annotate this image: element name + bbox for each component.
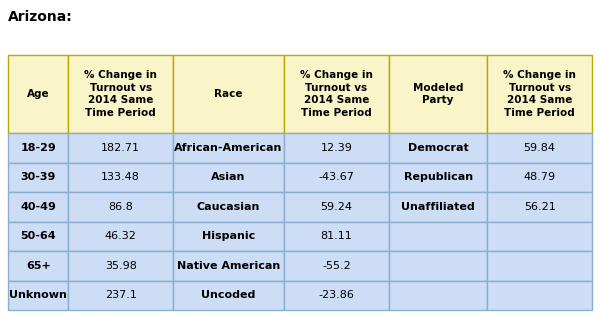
Bar [173, 251, 284, 280]
Bar [284, 222, 389, 251]
Bar [284, 280, 389, 310]
Bar [68, 162, 173, 192]
Text: 81.11: 81.11 [320, 231, 352, 241]
Text: 59.84: 59.84 [524, 143, 556, 153]
Text: 65+: 65+ [26, 261, 50, 271]
Bar [389, 192, 487, 222]
Bar [173, 192, 284, 222]
Bar [68, 251, 173, 280]
Text: 30-39: 30-39 [20, 172, 56, 182]
Bar [487, 133, 592, 162]
Bar [284, 251, 389, 280]
Text: 35.98: 35.98 [105, 261, 137, 271]
Text: 46.32: 46.32 [105, 231, 137, 241]
Text: 56.21: 56.21 [524, 202, 556, 212]
Text: -23.86: -23.86 [319, 290, 355, 300]
Text: % Change in
Turnout vs
2014 Same
Time Period: % Change in Turnout vs 2014 Same Time Pe… [503, 70, 576, 118]
Bar [284, 55, 389, 133]
Text: % Change in
Turnout vs
2014 Same
Time Period: % Change in Turnout vs 2014 Same Time Pe… [84, 70, 157, 118]
Text: 237.1: 237.1 [105, 290, 137, 300]
Bar [487, 162, 592, 192]
Bar [284, 133, 389, 162]
Text: Caucasian: Caucasian [197, 202, 260, 212]
Bar [8, 55, 68, 133]
Text: Asian: Asian [211, 172, 246, 182]
Bar [389, 162, 487, 192]
Text: 40-49: 40-49 [20, 202, 56, 212]
Text: Arizona:: Arizona: [8, 10, 73, 24]
Bar [8, 251, 68, 280]
Bar [389, 133, 487, 162]
Text: Age: Age [27, 89, 49, 99]
Text: Democrat: Democrat [407, 143, 469, 153]
Text: 182.71: 182.71 [101, 143, 140, 153]
Text: African-American: African-American [175, 143, 283, 153]
Text: 133.48: 133.48 [101, 172, 140, 182]
Text: 59.24: 59.24 [320, 202, 353, 212]
Bar [173, 280, 284, 310]
Bar [8, 133, 68, 162]
Text: 12.39: 12.39 [320, 143, 352, 153]
Bar [389, 280, 487, 310]
Bar [8, 192, 68, 222]
Text: -55.2: -55.2 [322, 261, 351, 271]
Bar [68, 280, 173, 310]
Bar [68, 192, 173, 222]
Bar [8, 162, 68, 192]
Bar [487, 192, 592, 222]
Text: 18-29: 18-29 [20, 143, 56, 153]
Bar [8, 280, 68, 310]
Text: Unknown: Unknown [9, 290, 67, 300]
Text: 48.79: 48.79 [524, 172, 556, 182]
Text: Hispanic: Hispanic [202, 231, 255, 241]
Bar [68, 222, 173, 251]
Bar [173, 222, 284, 251]
Bar [8, 222, 68, 251]
Bar [487, 222, 592, 251]
Bar [68, 55, 173, 133]
Bar [173, 162, 284, 192]
Bar [389, 55, 487, 133]
Text: 86.8: 86.8 [108, 202, 133, 212]
Bar [389, 251, 487, 280]
Text: Modeled
Party: Modeled Party [413, 83, 463, 105]
Text: Uncoded: Uncoded [202, 290, 256, 300]
Bar [487, 55, 592, 133]
Text: Unaffiliated: Unaffiliated [401, 202, 475, 212]
Bar [173, 133, 284, 162]
Bar [284, 192, 389, 222]
Bar [487, 280, 592, 310]
Bar [487, 251, 592, 280]
Text: Republican: Republican [404, 172, 473, 182]
Bar [173, 55, 284, 133]
Text: -43.67: -43.67 [319, 172, 355, 182]
Bar [68, 133, 173, 162]
Text: Race: Race [214, 89, 243, 99]
Bar [284, 162, 389, 192]
Text: Native American: Native American [177, 261, 280, 271]
Bar [389, 222, 487, 251]
Text: % Change in
Turnout vs
2014 Same
Time Period: % Change in Turnout vs 2014 Same Time Pe… [300, 70, 373, 118]
Text: 50-64: 50-64 [20, 231, 56, 241]
